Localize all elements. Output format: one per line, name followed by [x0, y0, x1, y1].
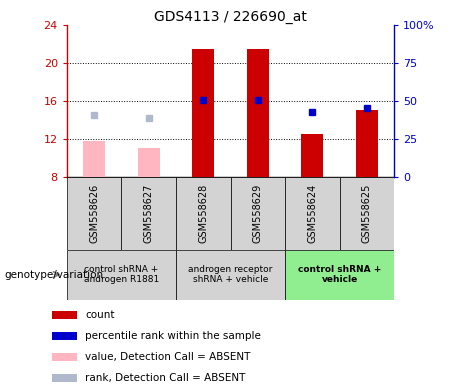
Bar [52, 374, 77, 382]
Text: control shRNA +
vehicle: control shRNA + vehicle [298, 265, 381, 284]
Text: value, Detection Call = ABSENT: value, Detection Call = ABSENT [85, 352, 251, 362]
Bar [176, 250, 285, 300]
Bar [176, 177, 230, 250]
Text: GSM558625: GSM558625 [362, 184, 372, 243]
Bar [138, 148, 160, 177]
Text: GSM558627: GSM558627 [144, 184, 154, 243]
Bar [285, 177, 340, 250]
Text: GDS4113 / 226690_at: GDS4113 / 226690_at [154, 10, 307, 23]
Bar [52, 353, 77, 361]
Bar [230, 177, 285, 250]
Bar [67, 250, 176, 300]
Text: GSM558629: GSM558629 [253, 184, 263, 243]
Text: GSM558626: GSM558626 [89, 184, 99, 243]
Bar [52, 311, 77, 319]
Text: control shRNA +
androgen R1881: control shRNA + androgen R1881 [84, 265, 159, 284]
Bar [192, 49, 214, 177]
Bar [247, 49, 269, 177]
Bar [285, 250, 394, 300]
Bar [52, 332, 77, 340]
Text: rank, Detection Call = ABSENT: rank, Detection Call = ABSENT [85, 373, 246, 383]
Text: GSM558624: GSM558624 [307, 184, 317, 243]
Bar [301, 134, 323, 177]
Text: percentile rank within the sample: percentile rank within the sample [85, 331, 261, 341]
Bar [121, 177, 176, 250]
Bar [83, 141, 105, 177]
Text: count: count [85, 310, 115, 320]
Text: GSM558628: GSM558628 [198, 184, 208, 243]
Bar [340, 177, 394, 250]
Text: androgen receptor
shRNA + vehicle: androgen receptor shRNA + vehicle [188, 265, 273, 284]
Bar [356, 110, 378, 177]
Bar [67, 177, 121, 250]
Text: genotype/variation: genotype/variation [5, 270, 104, 280]
